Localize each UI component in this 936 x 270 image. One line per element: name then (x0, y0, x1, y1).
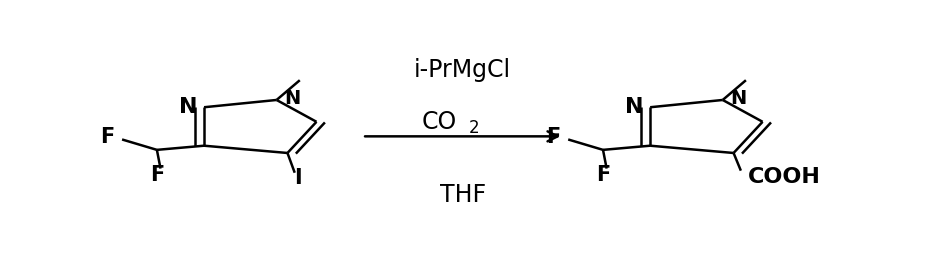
Text: N: N (285, 89, 300, 109)
Text: N: N (179, 97, 197, 117)
Text: F: F (596, 165, 611, 185)
Text: 2: 2 (468, 119, 479, 137)
Text: COOH: COOH (748, 167, 821, 187)
Text: F: F (100, 127, 115, 147)
Text: I: I (294, 168, 301, 188)
Text: CO: CO (421, 110, 457, 134)
Text: F: F (547, 127, 561, 147)
Text: i-PrMgCl: i-PrMgCl (414, 58, 511, 82)
Text: F: F (151, 165, 165, 185)
Text: THF: THF (440, 183, 486, 207)
Text: N: N (625, 97, 643, 117)
Text: N: N (730, 89, 747, 109)
